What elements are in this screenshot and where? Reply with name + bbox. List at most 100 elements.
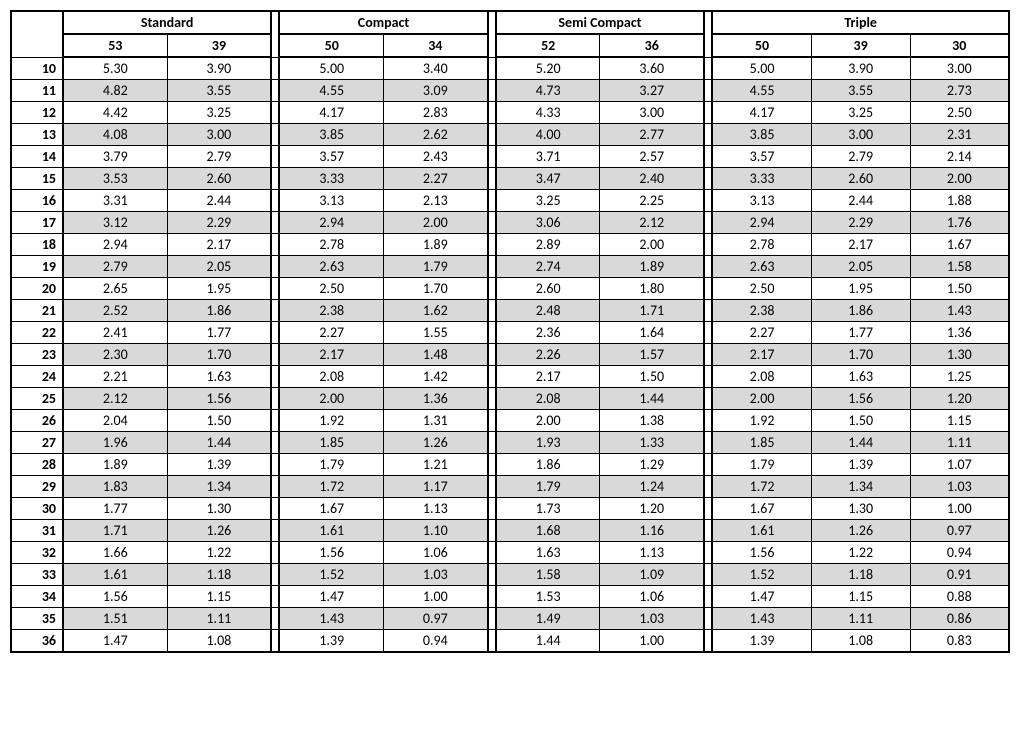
ratio-cell: 3.13 — [279, 190, 383, 212]
ratio-cell: 1.39 — [167, 454, 271, 476]
ratio-cell: 1.18 — [811, 564, 910, 586]
ratio-cell: 1.39 — [712, 630, 811, 653]
ratio-cell: 2.30 — [63, 344, 167, 366]
ratio-cell: 4.17 — [712, 102, 811, 124]
cog-header: 20 — [11, 278, 63, 300]
ratio-cell: 3.00 — [600, 102, 704, 124]
group-gap — [271, 344, 279, 366]
ratio-cell: 2.00 — [384, 212, 488, 234]
ratio-cell: 1.44 — [496, 630, 600, 653]
ratio-cell: 1.61 — [279, 520, 383, 542]
group-gap — [704, 80, 712, 102]
group-gap — [704, 410, 712, 432]
cog-header: 32 — [11, 542, 63, 564]
ratio-cell: 1.79 — [384, 256, 488, 278]
ratio-cell: 2.78 — [279, 234, 383, 256]
ratio-cell: 1.67 — [279, 498, 383, 520]
ratio-cell: 5.30 — [63, 57, 167, 80]
group-gap — [271, 322, 279, 344]
ratio-cell: 1.86 — [167, 300, 271, 322]
ratio-cell: 1.77 — [167, 322, 271, 344]
ratio-cell: 1.20 — [910, 388, 1009, 410]
ratio-cell: 0.86 — [910, 608, 1009, 630]
group-gap — [271, 498, 279, 520]
cog-header: 28 — [11, 454, 63, 476]
ratio-cell: 2.14 — [910, 146, 1009, 168]
group-gap — [488, 564, 496, 586]
ratio-cell: 1.06 — [384, 542, 488, 564]
ratio-cell: 1.92 — [279, 410, 383, 432]
ratio-cell: 4.42 — [63, 102, 167, 124]
table-row: 341.561.151.471.001.531.061.471.150.88 — [11, 586, 1009, 608]
ratio-cell: 1.24 — [600, 476, 704, 498]
cog-header: 14 — [11, 146, 63, 168]
cog-header: 15 — [11, 168, 63, 190]
ratio-cell: 3.33 — [279, 168, 383, 190]
cog-header: 23 — [11, 344, 63, 366]
ratio-cell: 3.47 — [496, 168, 600, 190]
ratio-cell: 2.17 — [712, 344, 811, 366]
table-header: Standard Compact Semi Compact Triple 53 … — [11, 11, 1009, 57]
ratio-cell: 1.53 — [496, 586, 600, 608]
ratio-cell: 1.50 — [811, 410, 910, 432]
group-gap — [704, 388, 712, 410]
table-row: 212.521.862.381.622.481.712.381.861.43 — [11, 300, 1009, 322]
ratio-cell: 2.12 — [600, 212, 704, 234]
ratio-cell: 1.08 — [167, 630, 271, 653]
ratio-cell: 2.00 — [600, 234, 704, 256]
ratio-cell: 1.89 — [384, 234, 488, 256]
ratio-cell: 2.73 — [910, 80, 1009, 102]
ratio-cell: 1.68 — [496, 520, 600, 542]
table-row: 143.792.793.572.433.712.573.572.792.14 — [11, 146, 1009, 168]
group-gap — [704, 146, 712, 168]
ratio-cell: 1.56 — [63, 586, 167, 608]
group-gap — [704, 564, 712, 586]
ratio-cell: 1.36 — [910, 322, 1009, 344]
ratio-cell: 3.12 — [63, 212, 167, 234]
cog-header: 27 — [11, 432, 63, 454]
ratio-cell: 2.12 — [63, 388, 167, 410]
ratio-cell: 2.94 — [279, 212, 383, 234]
ratio-cell: 1.79 — [496, 476, 600, 498]
table-row: 301.771.301.671.131.731.201.671.301.00 — [11, 498, 1009, 520]
ratio-cell: 4.73 — [496, 80, 600, 102]
ratio-cell: 1.70 — [811, 344, 910, 366]
ratio-cell: 4.00 — [496, 124, 600, 146]
ratio-cell: 1.63 — [496, 542, 600, 564]
ratio-cell: 2.94 — [712, 212, 811, 234]
ratio-cell: 3.00 — [167, 124, 271, 146]
ratio-cell: 1.42 — [384, 366, 488, 388]
corner-cell — [11, 11, 63, 57]
ratio-cell: 1.31 — [384, 410, 488, 432]
cog-header: 25 — [11, 388, 63, 410]
cog-header: 24 — [11, 366, 63, 388]
ratio-cell: 1.21 — [384, 454, 488, 476]
table-row: 242.211.632.081.422.171.502.081.631.25 — [11, 366, 1009, 388]
group-gap — [704, 234, 712, 256]
ratio-cell: 1.66 — [63, 542, 167, 564]
chainring-header: 50 — [712, 34, 811, 57]
ratio-cell: 1.93 — [496, 432, 600, 454]
ratio-cell: 2.29 — [167, 212, 271, 234]
ratio-cell: 1.70 — [167, 344, 271, 366]
group-gap — [704, 11, 712, 57]
ratio-cell: 1.51 — [63, 608, 167, 630]
ratio-cell: 2.89 — [496, 234, 600, 256]
table-row: 262.041.501.921.312.001.381.921.501.15 — [11, 410, 1009, 432]
ratio-cell: 1.79 — [279, 454, 383, 476]
group-gap — [704, 586, 712, 608]
ratio-cell: 1.86 — [811, 300, 910, 322]
ratio-cell: 2.26 — [496, 344, 600, 366]
cog-header: 10 — [11, 57, 63, 80]
ratio-cell: 1.61 — [63, 564, 167, 586]
ratio-cell: 1.77 — [811, 322, 910, 344]
group-gap — [488, 608, 496, 630]
ratio-cell: 4.33 — [496, 102, 600, 124]
group-gap — [271, 366, 279, 388]
table-row: 232.301.702.171.482.261.572.171.701.30 — [11, 344, 1009, 366]
cog-header: 22 — [11, 322, 63, 344]
ratio-cell: 1.44 — [600, 388, 704, 410]
table-row: 105.303.905.003.405.203.605.003.903.00 — [11, 57, 1009, 80]
ratio-cell: 2.17 — [279, 344, 383, 366]
table-row: 331.611.181.521.031.581.091.521.180.91 — [11, 564, 1009, 586]
